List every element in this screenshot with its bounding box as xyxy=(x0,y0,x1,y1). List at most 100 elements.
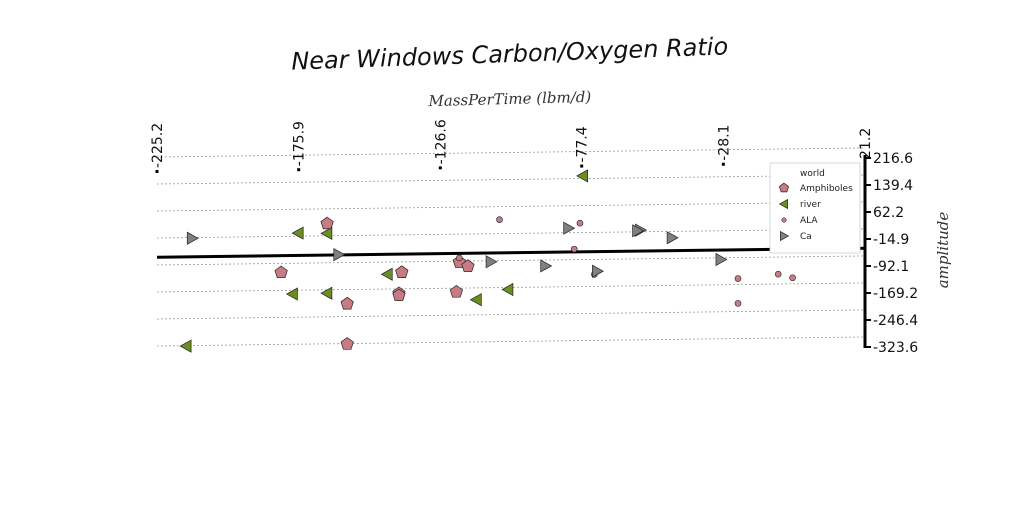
legend-label: ALA xyxy=(800,216,818,226)
legend-marker xyxy=(780,230,790,242)
data-point xyxy=(320,286,333,300)
y-ticks: 216.6 139.4 62.2 -14.9 -92.1 -169.2 -246.4 -323… xyxy=(865,151,918,356)
data-point xyxy=(461,259,475,272)
x-tick-label: -77.4 xyxy=(575,126,591,162)
x-tick-label: -28.1 xyxy=(716,125,732,161)
data-point xyxy=(789,274,796,282)
data-point xyxy=(285,287,298,301)
grid-line xyxy=(156,228,866,239)
y-tick-label: -323.6 xyxy=(873,340,918,356)
data-point xyxy=(186,231,199,245)
series-river xyxy=(179,169,588,353)
data-point xyxy=(576,169,588,183)
y-tick: 216.6 xyxy=(865,151,913,167)
y-tick-label: -169.2 xyxy=(873,286,918,302)
x-ticks: -225.2 -175.9 -126.6 -77.4 -28.1 21.2 xyxy=(150,119,874,173)
x-tick-mark xyxy=(297,168,301,172)
legend-marker xyxy=(781,217,787,223)
y-tick: 139.4 xyxy=(865,178,913,194)
x-axis-line xyxy=(156,246,866,259)
chart-title: Near Windows Carbon/Oxygen Ratio xyxy=(291,32,729,75)
x-tick-label: -175.9 xyxy=(292,121,308,166)
data-point xyxy=(333,248,346,262)
data-point xyxy=(320,216,334,230)
data-point xyxy=(734,300,742,307)
series-ca xyxy=(186,221,728,278)
data-point xyxy=(632,224,645,238)
y-tick: -323.6 xyxy=(865,340,918,356)
data-point xyxy=(469,293,482,307)
x-axis-label: MassPerTime (lbm/d) xyxy=(427,88,591,110)
series-ala xyxy=(455,216,796,307)
axes xyxy=(156,155,867,348)
y-tick-label: 62.2 xyxy=(873,205,904,221)
legend-entry: ALA xyxy=(781,216,818,226)
data-point xyxy=(291,226,304,240)
data-point xyxy=(496,216,503,223)
legend-label: Amphiboles xyxy=(800,184,853,194)
grid-line xyxy=(156,201,866,212)
x-tick-mark xyxy=(155,170,159,173)
legend-label: Ca xyxy=(800,232,812,242)
y-tick: -14.9 xyxy=(865,232,909,248)
data-point xyxy=(455,254,463,262)
grid-lines xyxy=(156,147,866,347)
legend-marker xyxy=(778,198,788,210)
data-point xyxy=(179,339,192,353)
series-amphiboles xyxy=(274,216,475,350)
data-point xyxy=(734,275,742,282)
grid-line xyxy=(156,147,866,158)
x-tick-label: -126.6 xyxy=(433,119,449,164)
y-axis-label: amplitude xyxy=(934,212,952,289)
data-point xyxy=(340,337,354,350)
data-point xyxy=(395,265,409,278)
x-tick-label: 21.2 xyxy=(858,128,874,159)
y-tick-label: -14.9 xyxy=(873,232,909,248)
legend-entry: Amphiboles xyxy=(778,182,853,194)
legend-label: river xyxy=(800,200,821,210)
x-tick-label: -225.2 xyxy=(150,123,166,168)
data-point xyxy=(576,219,584,227)
data-point xyxy=(666,231,679,245)
x-tick: -77.4 xyxy=(575,126,591,168)
data-point xyxy=(274,265,288,279)
grid-line xyxy=(156,336,866,347)
data-point xyxy=(392,288,406,302)
x-tick: -225.2 xyxy=(150,123,166,173)
y-tick-label: -92.1 xyxy=(873,259,909,275)
x-tick: 21.2 xyxy=(858,128,874,164)
data-point xyxy=(501,282,514,297)
legend: world Amphiboles river ALA Ca xyxy=(769,162,861,254)
grid-line xyxy=(156,174,866,185)
x-tick-mark xyxy=(438,166,442,170)
y-tick: -169.2 xyxy=(865,286,918,302)
x-tick-mark xyxy=(721,162,725,166)
x-tick-mark xyxy=(863,160,867,164)
y-tick-label: -246.4 xyxy=(873,313,918,329)
data-point xyxy=(320,226,333,240)
data-point xyxy=(592,264,604,278)
data-points xyxy=(179,169,796,353)
legend-title: world xyxy=(800,169,825,179)
x-tick-mark xyxy=(580,164,584,168)
data-point xyxy=(380,267,393,281)
grid-line xyxy=(156,309,866,320)
x-tick: -28.1 xyxy=(716,125,732,166)
data-point xyxy=(715,252,728,267)
y-tick-label: 216.6 xyxy=(873,151,913,167)
x-tick: -175.9 xyxy=(292,121,308,172)
data-point xyxy=(449,284,464,298)
legend-entry: river xyxy=(778,198,821,210)
x-tick: -126.6 xyxy=(433,119,449,170)
y-tick: -92.1 xyxy=(865,259,909,275)
y-tick: -246.4 xyxy=(865,313,918,329)
legend-marker xyxy=(778,182,790,193)
legend-entry: Ca xyxy=(780,230,812,242)
y-tick: 62.2 xyxy=(865,205,904,221)
data-point xyxy=(485,255,498,269)
data-point xyxy=(774,270,782,278)
data-point xyxy=(563,221,576,235)
data-point xyxy=(570,245,578,253)
y-tick-label: 139.4 xyxy=(873,178,913,194)
